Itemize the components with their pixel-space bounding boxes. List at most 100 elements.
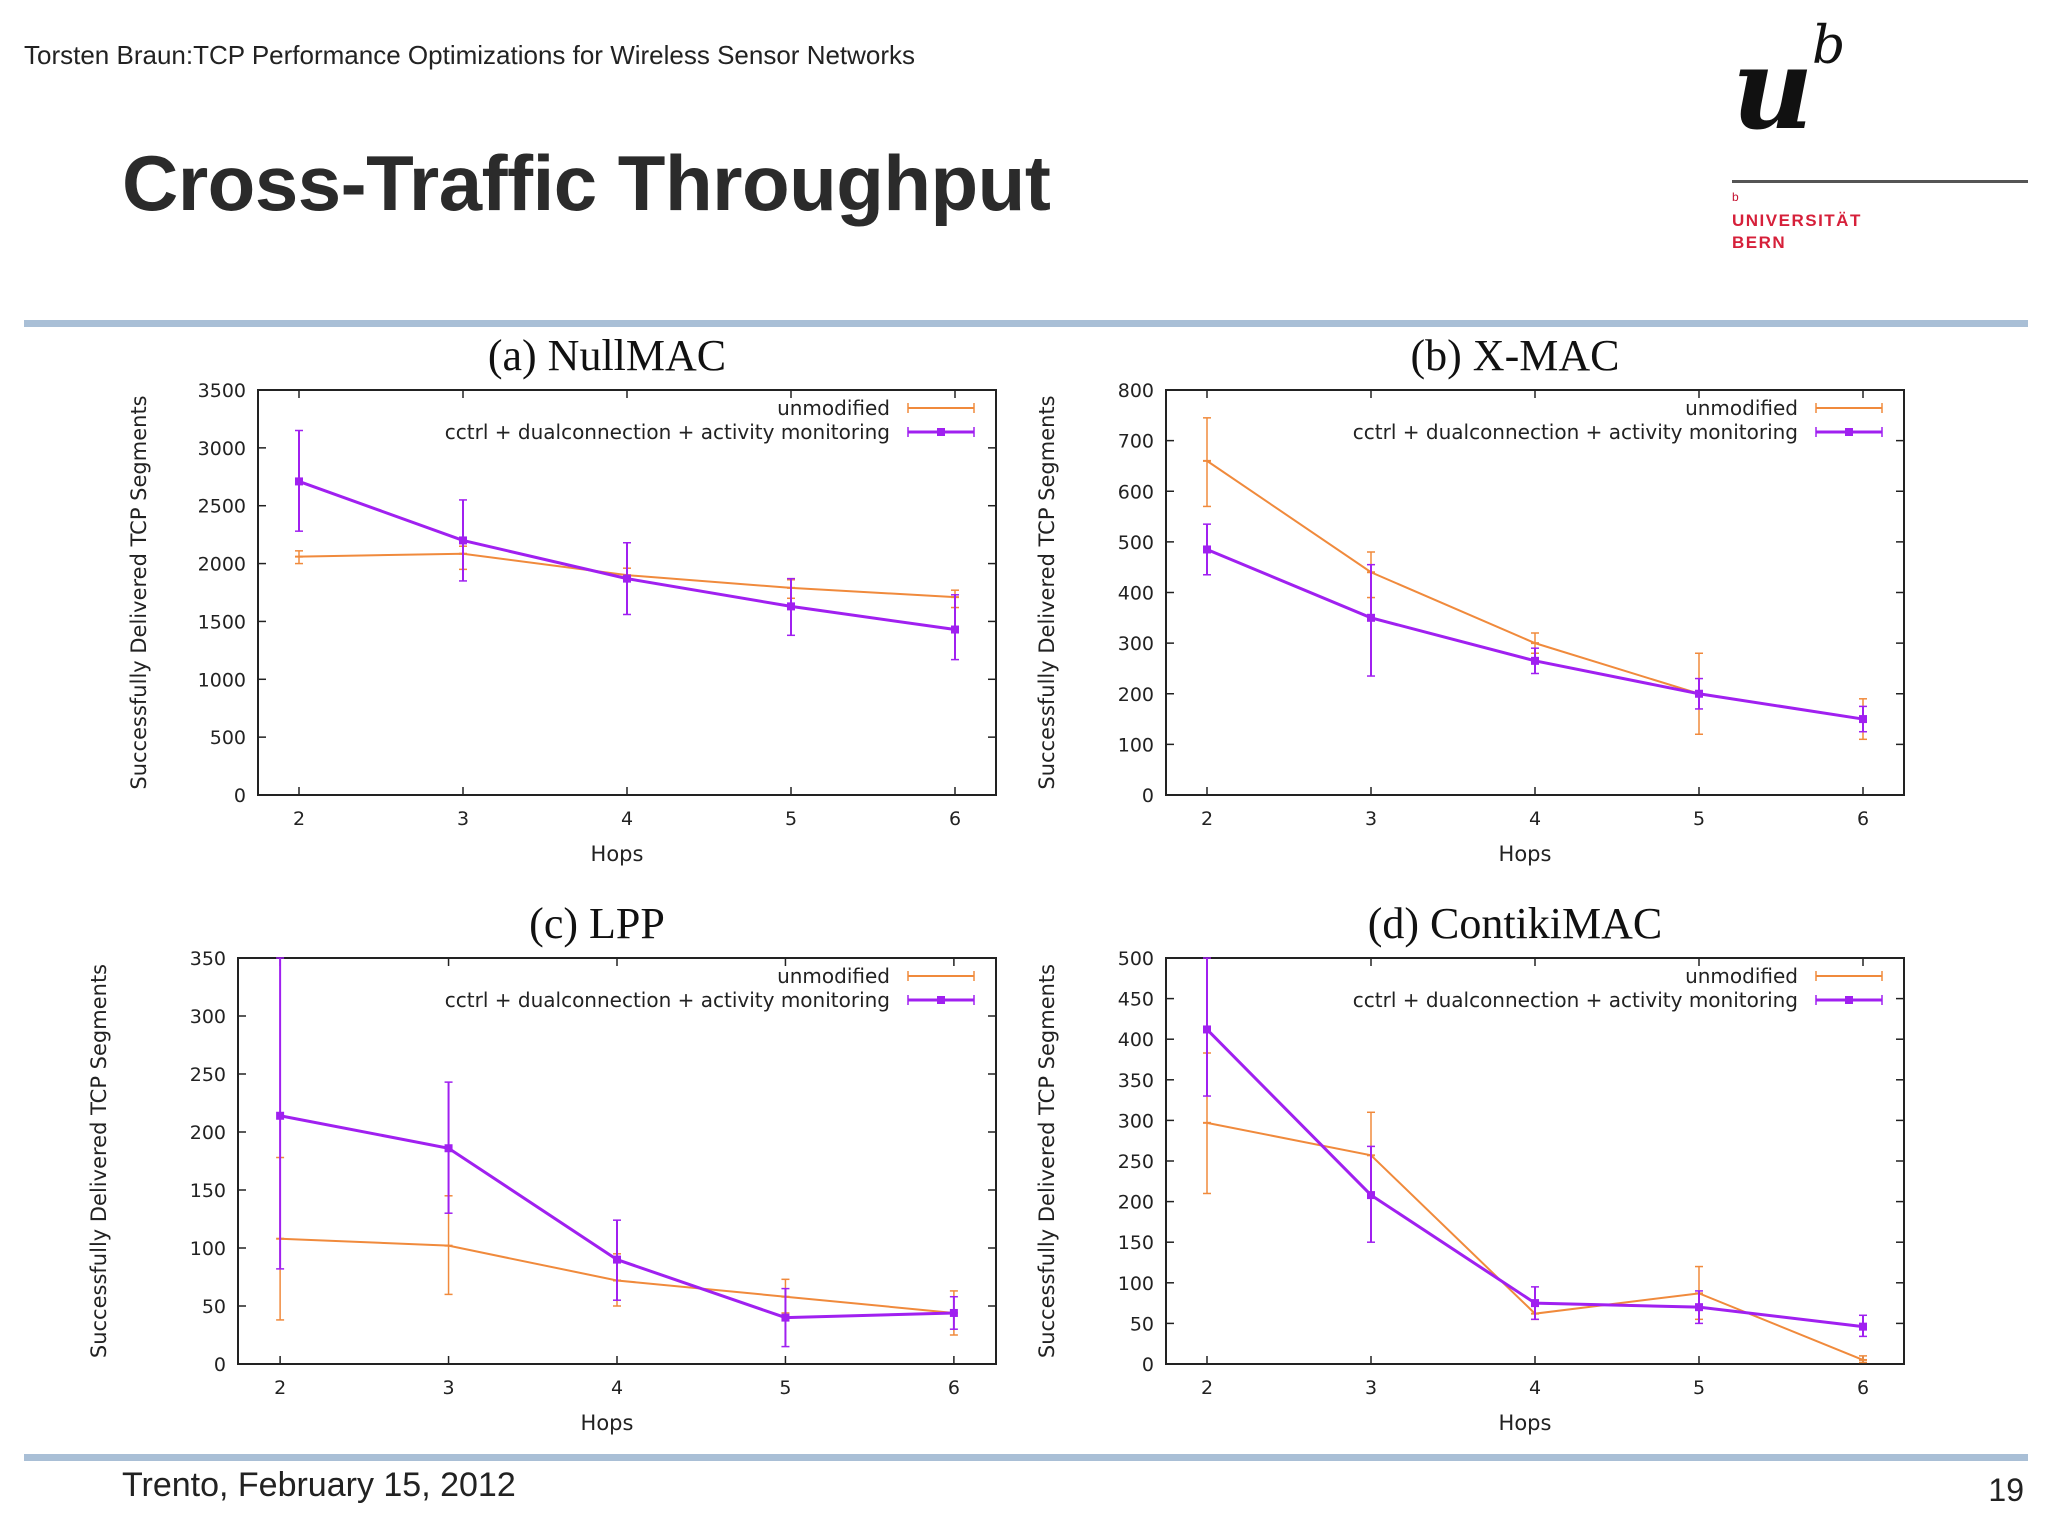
legend-marker xyxy=(1845,996,1853,1004)
series-modified xyxy=(276,957,958,1348)
y-tick-label: 0 xyxy=(234,785,246,807)
logo-divider xyxy=(1732,180,2028,183)
y-tick-label: 500 xyxy=(1118,532,1154,554)
data-point xyxy=(949,1308,958,1317)
x-tick-label: 4 xyxy=(621,808,633,830)
y-tick-label: 300 xyxy=(190,1006,226,1028)
data-point xyxy=(613,1255,621,1264)
logo-letter-u: u xyxy=(1732,24,1814,155)
logo-line2: BERN xyxy=(1732,233,1787,252)
chart-panel-2: (b) X-MAC 0 100 200 300 400 500 600 700 800 2 3 4 5 6 H… xyxy=(1035,331,1905,866)
footer-rule xyxy=(24,1454,2028,1461)
legend-marker xyxy=(937,428,945,436)
footer-date: Trento, February 15, 2012 xyxy=(122,1466,516,1504)
logo-wordmark: UNIVERSITÄT BERN xyxy=(1732,210,1862,254)
slide-title: Cross-Traffic Throughput xyxy=(122,139,1051,227)
chart-panel-1: (a) NullMAC 0 500 1000 1500 2000 2500 3000 3500 2… xyxy=(127,331,997,866)
x-axis-label: Hops xyxy=(1499,842,1552,866)
x-tick-label: 5 xyxy=(1693,1377,1705,1399)
data-point xyxy=(1367,613,1375,622)
chart-title: (d) ContikiMAC xyxy=(1368,899,1663,948)
legend-label: unmodified xyxy=(777,964,890,988)
x-tick-label: 6 xyxy=(1857,808,1869,830)
series-modified xyxy=(1203,523,1867,733)
y-tick-label: 250 xyxy=(190,1064,226,1086)
data-point xyxy=(951,625,959,634)
data-point xyxy=(1859,1322,1867,1331)
logo-small-b: b xyxy=(1732,190,1739,204)
x-tick-label: 2 xyxy=(293,808,305,830)
legend-label: cctrl + dualconnection + activity monito… xyxy=(1353,988,1798,1012)
legend-marker xyxy=(1845,428,1853,436)
plot-frame xyxy=(1165,389,1905,796)
y-tick-label: 1000 xyxy=(198,669,246,691)
chart-title: (c) LPP xyxy=(529,899,665,948)
legend-marker xyxy=(937,996,945,1004)
data-point xyxy=(444,1144,453,1153)
data-point xyxy=(623,574,631,583)
y-tick-label: 200 xyxy=(1118,1192,1154,1214)
y-tick-label: 100 xyxy=(190,1238,226,1260)
x-tick-label: 2 xyxy=(1201,1377,1213,1399)
y-tick-label: 1500 xyxy=(198,611,246,633)
data-point xyxy=(1531,656,1539,665)
data-point xyxy=(781,1313,790,1322)
y-tick-label: 3500 xyxy=(198,380,246,402)
x-tick-label: 3 xyxy=(443,1377,455,1399)
y-tick-label: 3000 xyxy=(198,438,246,460)
series-unmodified xyxy=(1203,417,1867,741)
x-tick-label: 2 xyxy=(274,1377,286,1399)
y-tick-label: 200 xyxy=(1118,684,1154,706)
series-modified xyxy=(1203,957,1867,1338)
x-tick-label: 6 xyxy=(948,1377,960,1399)
y-tick-label: 0 xyxy=(214,1354,226,1376)
data-point xyxy=(1695,1303,1703,1312)
legend-label: cctrl + dualconnection + activity monito… xyxy=(1353,420,1798,444)
x-tick-label: 4 xyxy=(1529,1377,1541,1399)
legend-label: cctrl + dualconnection + activity monito… xyxy=(445,988,890,1012)
logo-superscript-b: b xyxy=(1812,16,1846,76)
x-tick-label: 2 xyxy=(1201,808,1213,830)
data-point xyxy=(295,477,303,486)
data-point xyxy=(787,602,795,611)
y-tick-label: 0 xyxy=(1142,785,1154,807)
y-tick-label: 2000 xyxy=(198,554,246,576)
data-point xyxy=(1367,1191,1375,1200)
presentation-caption: Torsten Braun:TCP Performance Optimizati… xyxy=(24,40,916,70)
y-tick-label: 600 xyxy=(1118,481,1154,503)
x-tick-label: 4 xyxy=(1529,808,1541,830)
y-axis-label: Successfully Delivered TCP Segments xyxy=(1035,964,1059,1358)
x-tick-label: 5 xyxy=(779,1377,791,1399)
x-axis-label: Hops xyxy=(581,1411,634,1435)
y-axis-label: Successfully Delivered TCP Segments xyxy=(87,964,111,1358)
legend-label: unmodified xyxy=(1685,964,1798,988)
x-tick-label: 5 xyxy=(1693,808,1705,830)
chart-title: (b) X-MAC xyxy=(1411,331,1620,380)
x-tick-label: 3 xyxy=(1365,808,1377,830)
x-tick-label: 6 xyxy=(1857,1377,1869,1399)
data-point xyxy=(1203,545,1211,554)
y-axis-label: Successfully Delivered TCP Segments xyxy=(127,395,151,789)
university-logo: u b b UNIVERSITÄT BERN xyxy=(1730,14,2030,264)
x-tick-label: 3 xyxy=(1365,1377,1377,1399)
y-tick-label: 0 xyxy=(1142,1354,1154,1376)
data-point xyxy=(459,536,467,545)
x-tick-label: 6 xyxy=(949,808,961,830)
data-point xyxy=(1859,715,1867,724)
x-tick-label: 5 xyxy=(785,808,797,830)
y-tick-label: 450 xyxy=(1118,989,1154,1011)
data-point xyxy=(276,1111,285,1120)
series-line xyxy=(1206,1121,1864,1361)
x-tick-label: 3 xyxy=(457,808,469,830)
legend-label: unmodified xyxy=(1685,396,1798,420)
y-tick-label: 700 xyxy=(1118,431,1154,453)
y-tick-label: 500 xyxy=(210,727,246,749)
y-tick-label: 300 xyxy=(1118,633,1154,655)
y-tick-label: 400 xyxy=(1118,1029,1154,1051)
data-point xyxy=(1203,1025,1211,1034)
